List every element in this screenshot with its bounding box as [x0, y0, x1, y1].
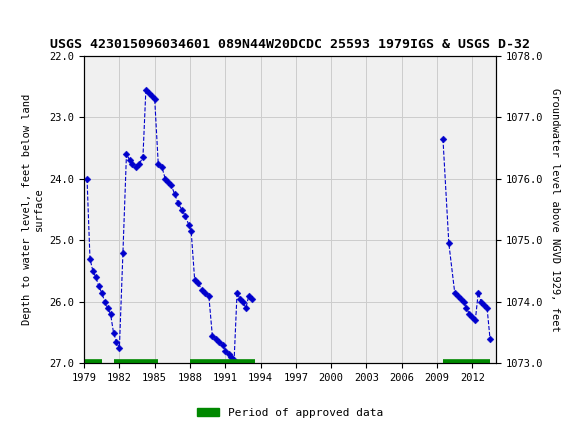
Legend: Period of approved data: Period of approved data [193, 403, 387, 422]
Title: USGS 423015096034601 089N44W20DCDC 25593 1979IGS & USGS D-32: USGS 423015096034601 089N44W20DCDC 25593… [50, 37, 530, 51]
Y-axis label: Depth to water level, feet below land
surface: Depth to water level, feet below land su… [22, 94, 44, 325]
Text: ▓USGS: ▓USGS [9, 14, 78, 31]
FancyBboxPatch shape [6, 4, 52, 41]
Y-axis label: Groundwater level above NGVD 1929, feet: Groundwater level above NGVD 1929, feet [550, 88, 560, 332]
